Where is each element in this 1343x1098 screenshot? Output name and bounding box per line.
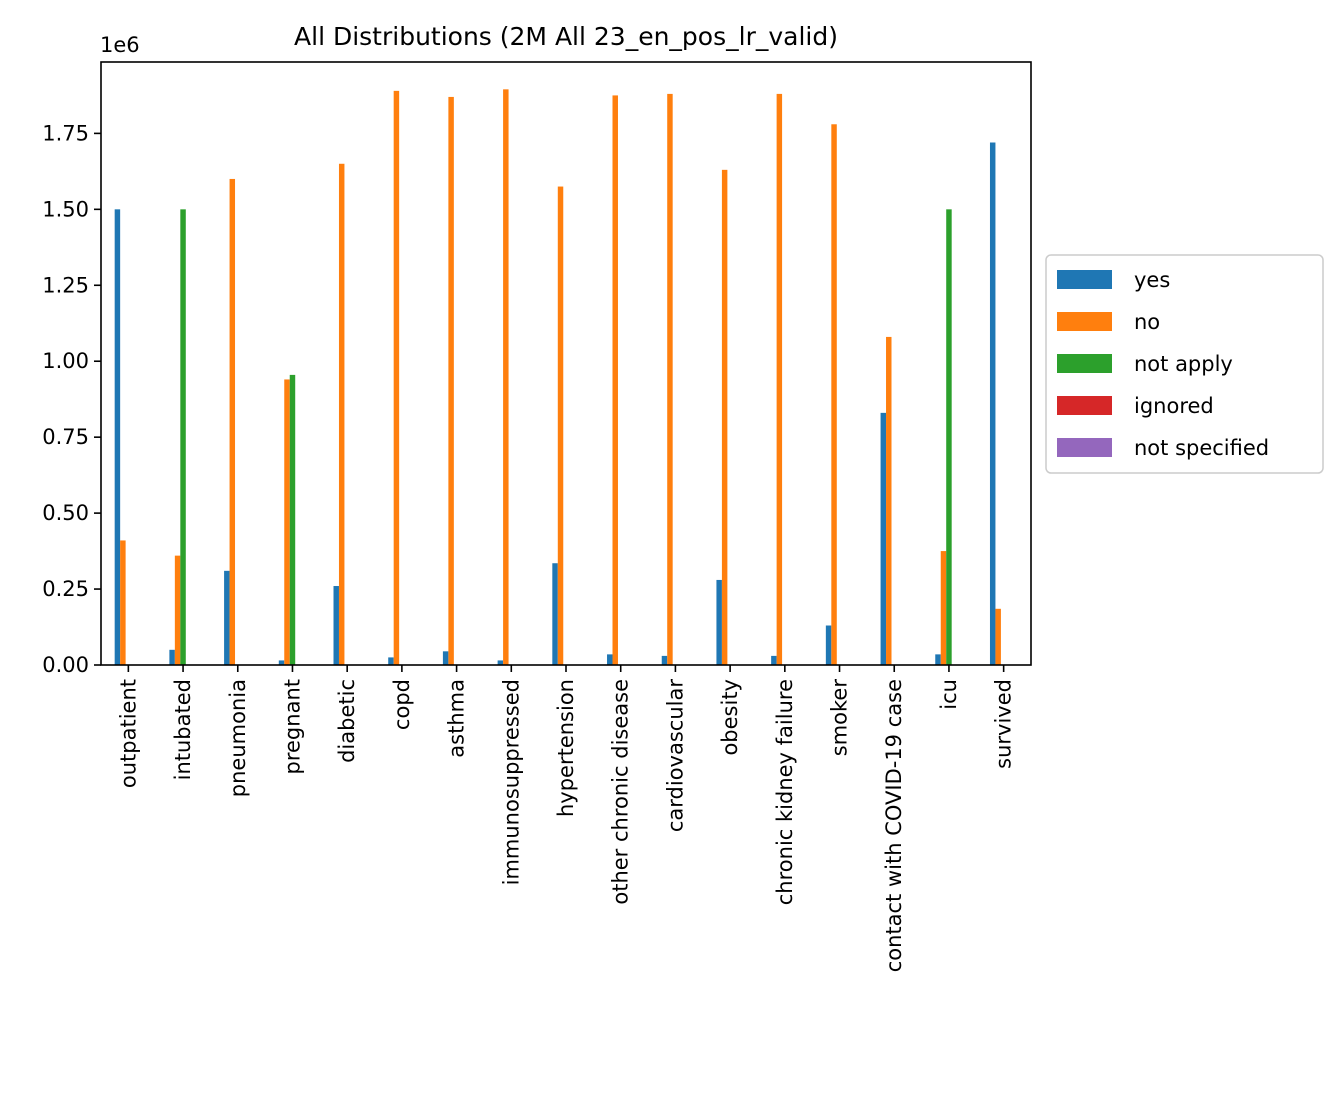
x-tick-label: other chronic disease: [609, 679, 633, 905]
legend-entry: not specified: [1134, 436, 1269, 460]
x-tick-label: hypertension: [554, 679, 578, 817]
bar-no-copd: [393, 90, 400, 666]
x-tick-label: outpatient: [116, 679, 140, 788]
bar-yes-survived: [989, 142, 996, 665]
bar-yes-pregnant: [278, 660, 285, 665]
bar-no-hypertension: [557, 186, 564, 666]
legend-swatch: [1057, 396, 1112, 415]
legend-swatch: [1057, 270, 1112, 289]
bar-yes-smoker: [825, 625, 832, 665]
x-tick-label: contact with COVID-19 case: [882, 679, 906, 972]
bar-yes-cardiovascular: [661, 655, 668, 665]
bar-yes-asthma: [442, 651, 449, 665]
legend-box: [1045, 254, 1324, 474]
y-tick-label: 1.75: [42, 121, 89, 145]
bar-yes-diabetic: [333, 586, 339, 665]
x-tick-label: chronic kidney failure: [773, 679, 797, 905]
y-tick-label: 0.75: [42, 425, 89, 449]
bar-no-smoker: [831, 124, 837, 665]
bar-no-intubated: [174, 555, 181, 665]
bar-no-other-chronic-disease: [612, 95, 618, 666]
bar-not-apply-icu: [946, 209, 952, 665]
bar-yes-outpatient: [114, 209, 121, 665]
x-axis: outpatient intubated pneumonia pregnant diab…: [116, 665, 1016, 972]
bar-yes-intubated: [169, 649, 175, 665]
legend-entry: yes: [1134, 268, 1170, 292]
x-tick-label: pregnant: [280, 679, 304, 774]
bar-no-cardiovascular: [667, 93, 673, 665]
y-tick-label: 1.25: [42, 273, 89, 297]
y-axis-offset-label: 1e6: [100, 33, 140, 57]
legend-swatch: [1057, 312, 1112, 331]
bar-no-survived: [995, 608, 1001, 665]
y-axis: 0.00 0.25 0.50 0.75 1.00 1.25 1.50 1.75: [42, 121, 101, 677]
x-tick-label: intubated: [171, 679, 195, 780]
bar-no-icu: [940, 551, 947, 665]
x-tick-label: diabetic: [335, 679, 359, 763]
legend-entry: ignored: [1134, 394, 1214, 418]
legend-entry: no: [1134, 310, 1160, 334]
bar-yes-immunosuppressed: [497, 660, 504, 665]
x-tick-label: immunosuppressed: [499, 679, 523, 885]
bar-no-diabetic: [338, 163, 345, 665]
bar-yes-copd: [388, 657, 394, 665]
bar-not-apply-pregnant: [289, 374, 296, 665]
plot-frame: [100, 61, 1032, 666]
legend: yes no not apply ignored not specified: [1045, 254, 1324, 474]
x-tick-label: obesity: [718, 679, 742, 756]
x-tick-label: copd: [390, 679, 414, 730]
bar-yes-obesity: [716, 579, 722, 665]
y-tick-label: 1.50: [42, 197, 89, 221]
bar-no-pneumonia: [229, 178, 236, 665]
bar-no-obesity: [721, 169, 728, 665]
x-tick-label: icu: [937, 679, 961, 710]
y-tick-label: 0.50: [42, 501, 89, 525]
x-tick-label: pneumonia: [226, 679, 250, 797]
legend-swatch: [1057, 438, 1112, 457]
legend-entry: not apply: [1134, 352, 1233, 376]
y-tick-label: 0.00: [42, 653, 89, 677]
bar-yes-hypertension: [552, 563, 558, 665]
bar-no-immunosuppressed: [503, 89, 509, 666]
bar-no-contact-with-covid-19-case: [886, 336, 892, 665]
x-tick-label: cardiovascular: [663, 679, 687, 832]
bars-layer: [114, 89, 1001, 666]
bar-yes-icu: [935, 654, 941, 665]
bar-yes-pneumonia: [224, 570, 230, 665]
legend-swatch: [1057, 354, 1112, 373]
y-tick-label: 0.25: [42, 577, 89, 601]
x-tick-label: smoker: [828, 679, 852, 757]
x-tick-label: asthma: [445, 679, 469, 758]
chart-title: All Distributions (2M All 23_en_pos_lr_v…: [294, 22, 838, 51]
bar-no-pregnant: [284, 379, 290, 665]
bar-yes-chronic-kidney-failure: [771, 655, 777, 665]
bar-no-chronic-kidney-failure: [776, 93, 783, 665]
bar-not-apply-intubated: [180, 209, 186, 665]
bar-yes-other-chronic-disease: [607, 654, 613, 665]
y-tick-label: 1.00: [42, 349, 89, 373]
bar-yes-contact-with-covid-19-case: [880, 412, 887, 665]
bar-no-asthma: [448, 96, 454, 666]
x-tick-label: survived: [992, 679, 1016, 769]
bar-no-outpatient: [120, 540, 126, 665]
